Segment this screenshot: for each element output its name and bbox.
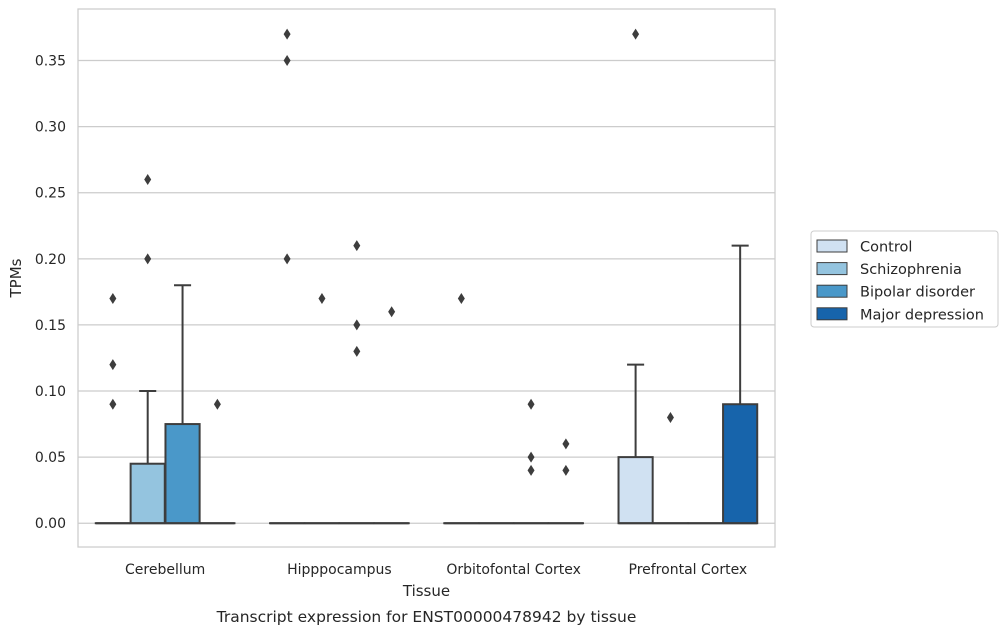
outlier-point: [562, 464, 570, 476]
outlier-point: [353, 240, 361, 252]
outlier-point: [527, 464, 535, 476]
outlier-point: [109, 398, 117, 410]
box-2-2: [512, 398, 550, 525]
box-0-2: [164, 284, 201, 525]
box-1-3: [373, 306, 410, 525]
y-tick-label: 0.15: [35, 318, 66, 334]
box-2-3: [547, 438, 584, 525]
legend-label: Control: [860, 240, 912, 256]
legend-swatch: [816, 284, 848, 298]
y-tick-label: 0.05: [35, 450, 66, 466]
outlier-point: [457, 292, 465, 304]
y-tick-label: 0.35: [35, 54, 66, 70]
y-tick-label: 0.10: [35, 384, 66, 400]
outlier-point: [527, 451, 535, 463]
legend-swatch: [816, 307, 848, 321]
legend-swatch: [816, 262, 848, 276]
box-3-0: [617, 28, 654, 525]
outlier-point: [562, 438, 570, 450]
y-tick-label: 0.00: [35, 516, 66, 532]
legend-swatch: [816, 239, 848, 253]
box-body: [129, 462, 166, 525]
outlier-point: [213, 398, 221, 410]
box-body: [164, 423, 201, 525]
box-0-0: [94, 292, 131, 525]
outlier-point: [144, 253, 152, 265]
x-tick-label: Orbitofontal Cortex: [446, 562, 581, 578]
outlier-point: [109, 359, 117, 371]
y-tick-label: 0.20: [35, 252, 66, 268]
legend-frame: [810, 230, 999, 328]
legend-label: Schizophrenia: [860, 262, 962, 278]
x-axis-ticks: Cerebellum Hipppocampus Orbitofontal Corte…: [125, 562, 747, 578]
y-axis-title: TPMs: [7, 258, 25, 298]
y-tick-label: 0.25: [35, 186, 66, 202]
box-0-1: [129, 174, 166, 525]
y-axis-ticks: 0.00 0.05 0.10 0.15 0.20 0.25 0.30 0.35: [35, 54, 66, 533]
outlier-point: [353, 345, 361, 357]
box-0-3: [199, 398, 236, 525]
chart-caption: Transcript expression for ENST0000047894…: [216, 608, 637, 626]
legend-label: Major depression: [860, 307, 984, 323]
plot-frame: [77, 8, 776, 548]
boxes: [94, 28, 759, 525]
outlier-point: [144, 174, 152, 186]
outlier-point: [632, 28, 640, 40]
x-tick-label: Hipppocampus: [287, 562, 392, 578]
box-3-1: [652, 411, 689, 525]
box-1-1: [303, 292, 341, 525]
outlier-point: [283, 55, 291, 67]
x-tick-label: Prefrontal Cortex: [629, 562, 748, 578]
outlier-point: [666, 411, 674, 423]
outlier-point: [318, 292, 326, 304]
x-tick-label: Cerebellum: [125, 562, 205, 578]
legend: Control Schizophrenia Bipolar disorder Majo…: [810, 230, 999, 328]
y-tick-label: 0.30: [35, 120, 66, 136]
box-body: [617, 456, 654, 525]
box-3-3: [722, 244, 759, 525]
outlier-point: [283, 253, 291, 265]
legend-label: Bipolar disorder: [860, 285, 975, 301]
outlier-point: [353, 319, 361, 331]
outlier-point: [388, 306, 396, 318]
outlier-point: [527, 398, 535, 410]
x-axis-title: Tissue: [402, 582, 450, 600]
outlier-point: [109, 292, 117, 304]
outlier-point: [283, 28, 291, 40]
box-body: [722, 403, 759, 525]
